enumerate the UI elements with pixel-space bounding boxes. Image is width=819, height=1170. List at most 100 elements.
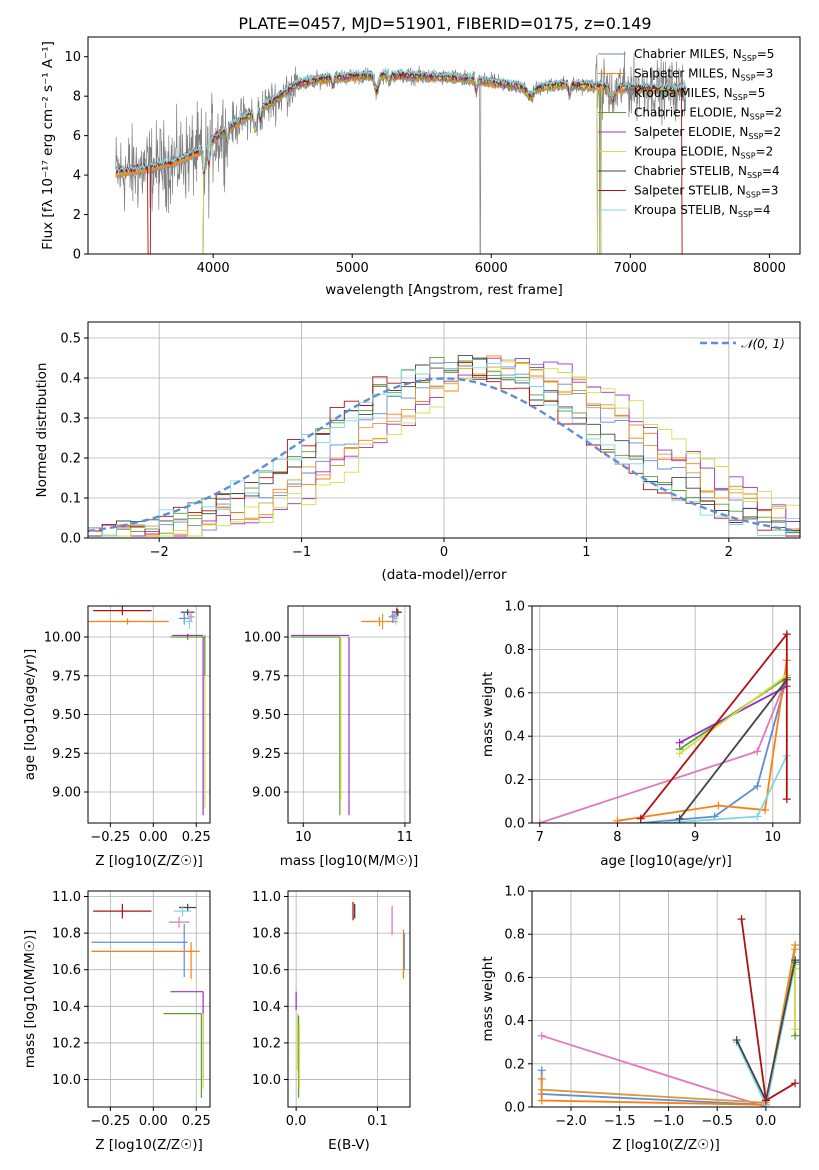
y-axis-label: mass weight [480, 672, 496, 757]
y-tick-label: 11.0 [252, 890, 281, 905]
x-tick-label: 4000 [197, 261, 230, 276]
y-tick-label: 0.2 [504, 773, 525, 788]
x-tick-label: −2.0 [555, 1114, 587, 1129]
y-tick-label: 0 [73, 248, 81, 263]
age-vs-Z-panel: −0.25 0.00 0.25 9.00 9.25 9.50 9.75 10.00 Z [log… [22, 605, 211, 869]
figure-title: PLATE=0457, MJD=51901, FIBERID=0175, z=0… [238, 14, 651, 33]
y-tick-label: 10.8 [252, 927, 281, 942]
x-tick-label: 0.00 [139, 1114, 168, 1129]
x-axis-label: age [log10(age/yr)] [600, 853, 732, 869]
mass-vs-Z-panel: −0.25 0.00 0.25 10.0 10.2 10.4 10.6 10.8 11.0 Z [… [22, 890, 211, 1153]
y-tick-label: 0.4 [60, 372, 81, 387]
y-axis-label: Normed distribution [34, 363, 50, 498]
y-tick-label: 0.8 [504, 928, 525, 943]
legend-entry: Chabrier STELIB, NSSP=4 [634, 164, 780, 180]
axes-frame [87, 890, 211, 1108]
y-tick-label: 0.4 [504, 730, 525, 745]
axes-frame [531, 605, 801, 824]
weight-series-7 [678, 679, 788, 820]
y-axis-label: mass weight [480, 956, 496, 1041]
y-tick-label: 0.0 [60, 532, 81, 547]
x-tick-label: 0 [440, 545, 448, 560]
y-tick-label: 9.50 [52, 708, 81, 723]
y-tick-label: 6 [73, 129, 81, 144]
y-tick-label: 4 [73, 169, 81, 184]
x-tick-label: −0.5 [701, 1114, 733, 1129]
x-tick-label: 11 [397, 830, 414, 845]
x-tick-label: 0.00 [139, 830, 168, 845]
x-tick-label: −1 [292, 545, 311, 560]
legend-entry: Salpeter MILES, NSSP=3 [634, 67, 773, 83]
y-tick-label: 9.25 [252, 747, 281, 762]
x-axis-label: mass [log10(M/M☉)] [280, 853, 419, 869]
x-tick-label: −1.5 [604, 1114, 636, 1129]
x-axis-label: Z [log10(Z/Z☉)] [95, 1137, 203, 1153]
x-axis-label: Z [log10(Z/Z☉)] [612, 1137, 720, 1153]
x-tick-label: 0.1 [367, 1114, 388, 1129]
spectrum-legend: Chabrier MILES, NSSP=5 Salpeter MILES, NS… [598, 47, 782, 219]
y-tick-label: 0.1 [60, 492, 81, 507]
x-tick-label: 1 [582, 545, 590, 560]
y-tick-label: 1.0 [504, 600, 525, 615]
gaussian-curve [88, 377, 798, 533]
y-tick-label: 10 [64, 50, 81, 65]
y-tick-label: 10.6 [252, 963, 281, 978]
y-tick-label: 0.3 [60, 412, 81, 427]
x-tick-label: 2 [725, 545, 733, 560]
y-tick-label: 0.8 [504, 643, 525, 658]
x-tick-label: 5000 [336, 261, 369, 276]
legend-entry: Kroupa STELIB, NSSP=4 [634, 203, 771, 219]
x-tick-label: −0.25 [90, 1114, 130, 1129]
y-tick-label: 0.4 [504, 1014, 525, 1029]
x-tick-label: 9 [691, 830, 699, 845]
axes-frame [531, 890, 801, 1108]
x-tick-label: 0.25 [182, 1114, 211, 1129]
y-tick-label: 10.00 [44, 631, 81, 646]
weight-vs-Z-panel: −2.0 −1.5 −1.0 −0.5 0.0 0.0 0.2 0.4 0.6 0.8 1.0 Z [… [480, 885, 801, 1153]
y-tick-label: 0.2 [60, 452, 81, 467]
x-tick-label: 0.0 [286, 1114, 307, 1129]
weight-series-2 [617, 660, 788, 822]
weight-vs-age-panel: 7 8 9 10 0.0 0.2 0.4 0.6 0.8 1.0 age [log10(age/yr… [480, 600, 801, 869]
y-tick-label: 9.25 [52, 747, 81, 762]
y-tick-label: 2 [73, 208, 81, 223]
x-tick-label: −2 [150, 545, 169, 560]
y-tick-label: 0.5 [60, 332, 81, 347]
y-tick-label: 10.00 [244, 631, 281, 646]
y-tick-label: 10.4 [252, 1000, 281, 1015]
residual-histogram-4 [88, 357, 800, 538]
y-tick-label: 10.4 [52, 1000, 81, 1015]
age-vs-mass-panel: 10 11 9.00 9.25 9.50 9.75 10.00 mass [log10(M/M… [244, 605, 419, 869]
x-tick-label: 7000 [614, 261, 647, 276]
x-tick-label: 7 [536, 830, 544, 845]
y-tick-label: 10.6 [52, 963, 81, 978]
y-tick-label: 0.2 [504, 1057, 525, 1072]
y-tick-label: 10.8 [52, 927, 81, 942]
legend-entry: Salpeter STELIB, NSSP=3 [634, 184, 778, 200]
x-axis-label: E(B-V) [328, 1137, 370, 1153]
y-tick-label: 9.75 [52, 669, 81, 684]
y-axis-label: Flux [fλ 10⁻¹⁷ erg cm⁻² s⁻¹ A⁻¹] [40, 41, 56, 250]
y-axis-label: mass [log10(M/M☉)] [22, 930, 38, 1069]
y-tick-label: 9.00 [52, 786, 81, 801]
y-tick-label: 10.2 [252, 1036, 281, 1051]
x-axis-label: wavelength [Angstrom, rest frame] [325, 282, 563, 298]
y-tick-label: 9.00 [252, 786, 281, 801]
y-tick-label: 1.0 [504, 885, 525, 900]
y-tick-label: 0.6 [504, 971, 525, 986]
x-tick-label: 8000 [753, 261, 786, 276]
legend-entry: Kroupa ELODIE, NSSP=2 [634, 145, 773, 161]
residual-histogram-8 [88, 362, 800, 538]
weight-series-1 [640, 677, 788, 823]
legend-entry: Chabrier MILES, NSSP=5 [634, 47, 774, 63]
legend-entry: Chabrier ELODIE, NSSP=2 [634, 106, 782, 122]
x-tick-label: 0.25 [182, 830, 211, 845]
axes-frame [287, 890, 411, 1108]
y-tick-label: 0.0 [504, 817, 525, 832]
x-axis-label: Z [log10(Z/Z☉)] [95, 853, 203, 869]
spectrum-panel: 4000 5000 6000 7000 8000 0 2 4 6 8 10 wavelength [A… [40, 36, 801, 298]
x-tick-label: −1.0 [653, 1114, 685, 1129]
y-tick-label: 8 [73, 90, 81, 105]
y-tick-label: 10.0 [252, 1073, 281, 1088]
residuals-panel: −2 −1 0 1 2 0.0 0.1 0.2 0.3 0.4 0.5 (data-model)/er… [34, 321, 801, 583]
